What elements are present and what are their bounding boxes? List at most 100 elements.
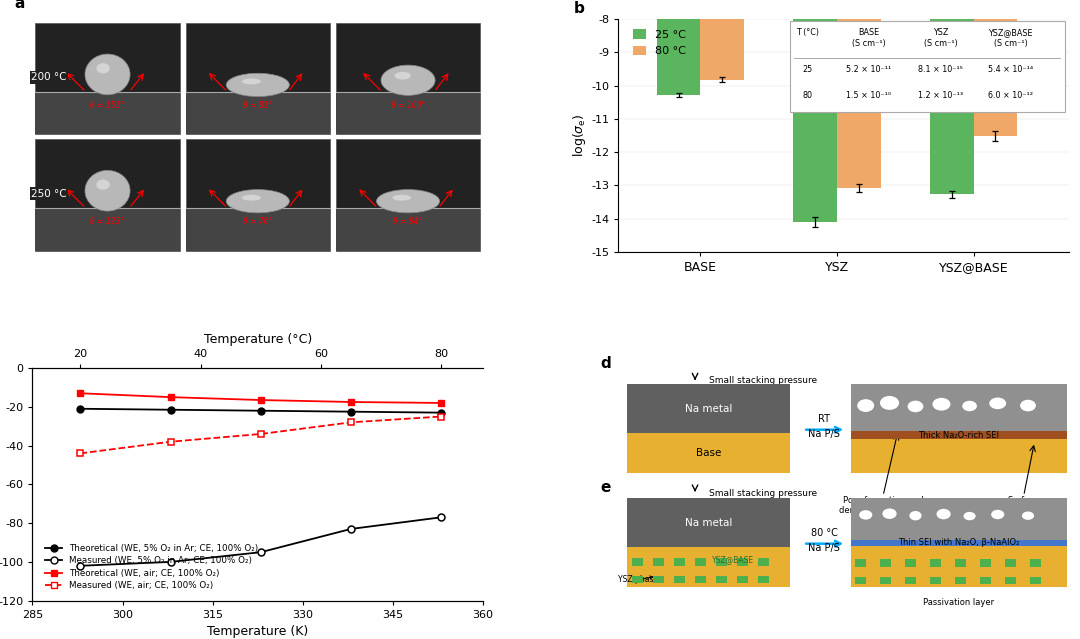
Ellipse shape: [962, 401, 977, 412]
Text: 250 °C: 250 °C: [31, 189, 67, 199]
Bar: [980, 577, 991, 585]
Ellipse shape: [381, 65, 435, 95]
Bar: [837, 0, 880, 188]
Ellipse shape: [880, 396, 899, 410]
Bar: [851, 431, 1067, 439]
Bar: [980, 559, 991, 567]
Bar: [186, 208, 329, 250]
Bar: [855, 559, 866, 567]
Text: Base: Base: [696, 449, 721, 458]
Text: 1.2 × 10⁻¹³: 1.2 × 10⁻¹³: [918, 91, 963, 100]
Ellipse shape: [991, 510, 1004, 520]
Text: YSZ phase: YSZ phase: [619, 575, 659, 584]
Bar: [930, 559, 941, 567]
Text: 1.5 × 10⁻¹⁰: 1.5 × 10⁻¹⁰: [846, 91, 891, 100]
Bar: [657, 0, 700, 95]
Bar: [627, 433, 789, 473]
Bar: [336, 22, 481, 134]
Text: Small stacking pressure: Small stacking pressure: [708, 489, 816, 498]
Bar: [905, 577, 916, 585]
Bar: [880, 559, 891, 567]
Bar: [627, 547, 789, 587]
Bar: [758, 576, 769, 583]
Text: 6.0 × 10⁻¹²: 6.0 × 10⁻¹²: [988, 91, 1034, 100]
Text: Na metal: Na metal: [685, 518, 732, 528]
Text: 8.1 × 10⁻¹⁵: 8.1 × 10⁻¹⁵: [918, 65, 963, 73]
Ellipse shape: [909, 511, 921, 520]
Text: YSZ@BASE
(S cm⁻¹): YSZ@BASE (S cm⁻¹): [988, 29, 1032, 48]
Bar: [930, 577, 941, 585]
Text: θ = 151°: θ = 151°: [91, 101, 124, 110]
Text: YSZ@BASE: YSZ@BASE: [712, 555, 754, 564]
Bar: [696, 558, 706, 566]
Bar: [973, 0, 1017, 136]
Text: Na P/S: Na P/S: [809, 543, 840, 553]
Legend: 25 °C, 80 °C: 25 °C, 80 °C: [629, 25, 690, 61]
Text: Passivation layer: Passivation layer: [923, 598, 995, 607]
Bar: [851, 546, 1067, 587]
Bar: [955, 577, 966, 585]
Text: 5.4 × 10⁻¹⁴: 5.4 × 10⁻¹⁴: [988, 65, 1034, 73]
Bar: [36, 22, 179, 134]
Legend: Theoretical (WE, 5% O₂ in Ar; CE, 100% O₂), Measured (WE, 5% O₂ in Ar; CE, 100% : Theoretical (WE, 5% O₂ in Ar; CE, 100% O…: [41, 541, 262, 594]
Bar: [1029, 577, 1041, 585]
Y-axis label: $\log(\sigma_\mathrm{e})$: $\log(\sigma_\mathrm{e})$: [571, 114, 589, 157]
Bar: [851, 498, 1067, 541]
Bar: [738, 576, 748, 583]
Ellipse shape: [394, 72, 410, 79]
Bar: [674, 558, 686, 566]
Ellipse shape: [85, 54, 130, 95]
Ellipse shape: [859, 510, 873, 520]
Text: Thin SEI with Na₂O, β-NaAlO₂: Thin SEI with Na₂O, β-NaAlO₂: [899, 538, 1020, 547]
Bar: [851, 541, 1067, 546]
Bar: [851, 439, 1067, 473]
Bar: [716, 576, 727, 583]
Text: 200 °C: 200 °C: [31, 72, 66, 82]
Text: YSZ
(S cm⁻¹): YSZ (S cm⁻¹): [923, 29, 958, 48]
Ellipse shape: [882, 509, 896, 519]
Text: θ = 123°: θ = 123°: [91, 217, 124, 226]
Ellipse shape: [907, 401, 923, 412]
Text: Surface
detachment: Surface detachment: [998, 496, 1049, 516]
Text: 80: 80: [802, 91, 813, 100]
Text: Thick Na₂O-rich SEI: Thick Na₂O-rich SEI: [918, 431, 999, 440]
Bar: [653, 558, 664, 566]
Text: b: b: [573, 1, 584, 15]
Text: 5.2 × 10⁻¹¹: 5.2 × 10⁻¹¹: [846, 65, 891, 73]
Ellipse shape: [226, 73, 289, 96]
Text: d: d: [600, 357, 611, 371]
Bar: [905, 559, 916, 567]
Ellipse shape: [936, 509, 950, 520]
Bar: [696, 576, 706, 583]
Text: θ = 76°: θ = 76°: [243, 217, 272, 226]
Ellipse shape: [377, 190, 440, 213]
Text: θ = 84°: θ = 84°: [393, 217, 422, 226]
Bar: [36, 139, 179, 250]
Bar: [880, 577, 891, 585]
Ellipse shape: [1022, 511, 1034, 520]
Bar: [186, 139, 329, 250]
Bar: [674, 576, 686, 583]
Bar: [36, 208, 179, 250]
Bar: [1029, 559, 1041, 567]
Text: 25: 25: [802, 65, 813, 73]
Bar: [930, 0, 973, 194]
Text: Na metal: Na metal: [685, 404, 732, 414]
Text: e: e: [600, 480, 611, 495]
Text: Small stacking pressure: Small stacking pressure: [708, 376, 816, 385]
Ellipse shape: [932, 398, 950, 411]
FancyBboxPatch shape: [789, 22, 1065, 112]
Bar: [758, 558, 769, 566]
Bar: [627, 498, 789, 547]
Bar: [632, 558, 644, 566]
Text: θ = 100°: θ = 100°: [391, 101, 426, 110]
Bar: [336, 92, 481, 134]
Ellipse shape: [226, 190, 289, 213]
X-axis label: Temperature (°C): Temperature (°C): [204, 334, 312, 346]
Text: Pore formation and
dendrite penetration: Pore formation and dendrite penetration: [839, 496, 927, 516]
Ellipse shape: [989, 397, 1007, 409]
Text: RT: RT: [819, 413, 831, 424]
Ellipse shape: [96, 180, 110, 190]
X-axis label: Temperature (K): Temperature (K): [207, 625, 309, 638]
Bar: [336, 139, 481, 250]
